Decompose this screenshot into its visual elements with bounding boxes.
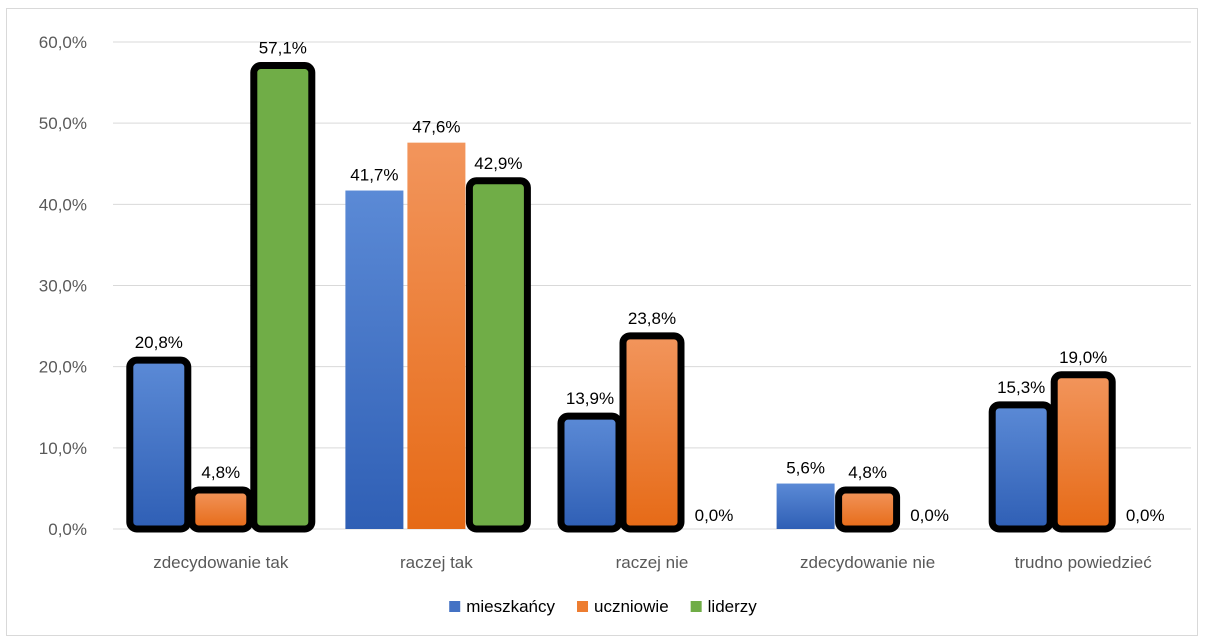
y-tick-label: 60,0%: [39, 33, 87, 52]
x-tick-label: raczej nie: [616, 553, 689, 572]
y-tick-label: 10,0%: [39, 439, 87, 458]
x-tick-label: zdecydowanie tak: [153, 553, 289, 572]
data-labels: 20,8% 4,8% 57,1% 41,7% 47,6% 42,9% 13,9% 23,8% 0…: [135, 39, 1165, 525]
x-tick-label: trudno powiedzieć: [1015, 553, 1153, 572]
data-label: 57,1%: [259, 39, 307, 58]
bar-chart: 0,0% 10,0% 20,0% 30,0% 40,0% 50,0% 60,0% 20,8%…: [39, 33, 1191, 616]
x-tick-label: zdecydowanie nie: [800, 553, 935, 572]
bar-uczniowie: [619, 332, 685, 533]
bar-liderzy: [465, 177, 531, 533]
legend-swatch: [690, 601, 702, 612]
data-label: 4,8%: [848, 463, 887, 482]
bar-mieszkańcy: [345, 190, 404, 529]
bar-uczniowie: [407, 142, 466, 529]
bar-mieszkańcy: [126, 356, 192, 533]
data-label: 0,0%: [910, 506, 949, 525]
bar-uczniowie: [835, 486, 901, 533]
legend-label: uczniowie: [594, 597, 669, 616]
data-label: 23,8%: [628, 309, 676, 328]
data-label: 15,3%: [997, 378, 1045, 397]
bars: [126, 62, 1116, 533]
data-label: 13,9%: [566, 389, 614, 408]
y-tick-label: 20,0%: [39, 358, 87, 377]
y-tick-label: 0,0%: [48, 520, 87, 539]
data-label: 4,8%: [201, 463, 240, 482]
data-label: 41,7%: [350, 166, 398, 185]
legend: mieszkańcy uczniowie liderzy: [449, 597, 757, 616]
bar-liderzy: [250, 62, 316, 533]
x-tick-label: raczej tak: [400, 553, 473, 572]
legend-swatch: [577, 601, 589, 612]
bar-uczniowie: [188, 486, 254, 533]
bar-uczniowie: [1050, 371, 1116, 533]
y-tick-label: 40,0%: [39, 195, 87, 214]
bar-mieszkańcy: [776, 483, 835, 529]
data-label: 0,0%: [695, 506, 734, 525]
bar-mieszkańcy: [988, 401, 1054, 533]
legend-label: mieszkańcy: [466, 597, 555, 616]
data-label: 47,6%: [412, 118, 460, 137]
legend-swatch: [449, 601, 461, 612]
data-label: 19,0%: [1059, 348, 1107, 367]
legend-label: liderzy: [708, 597, 758, 616]
data-label: 5,6%: [786, 459, 825, 478]
y-tick-label: 50,0%: [39, 114, 87, 133]
data-label: 42,9%: [474, 154, 522, 173]
y-tick-label: 30,0%: [39, 277, 87, 296]
x-axis: zdecydowanie tak raczej tak raczej nie zdec…: [153, 553, 1152, 572]
data-label: 20,8%: [135, 333, 183, 352]
bar-mieszkańcy: [557, 412, 623, 533]
data-label: 0,0%: [1126, 506, 1165, 525]
y-axis: 0,0% 10,0% 20,0% 30,0% 40,0% 50,0% 60,0%: [39, 33, 87, 539]
chart-frame: 0,0% 10,0% 20,0% 30,0% 40,0% 50,0% 60,0% 20,8%…: [6, 8, 1198, 636]
